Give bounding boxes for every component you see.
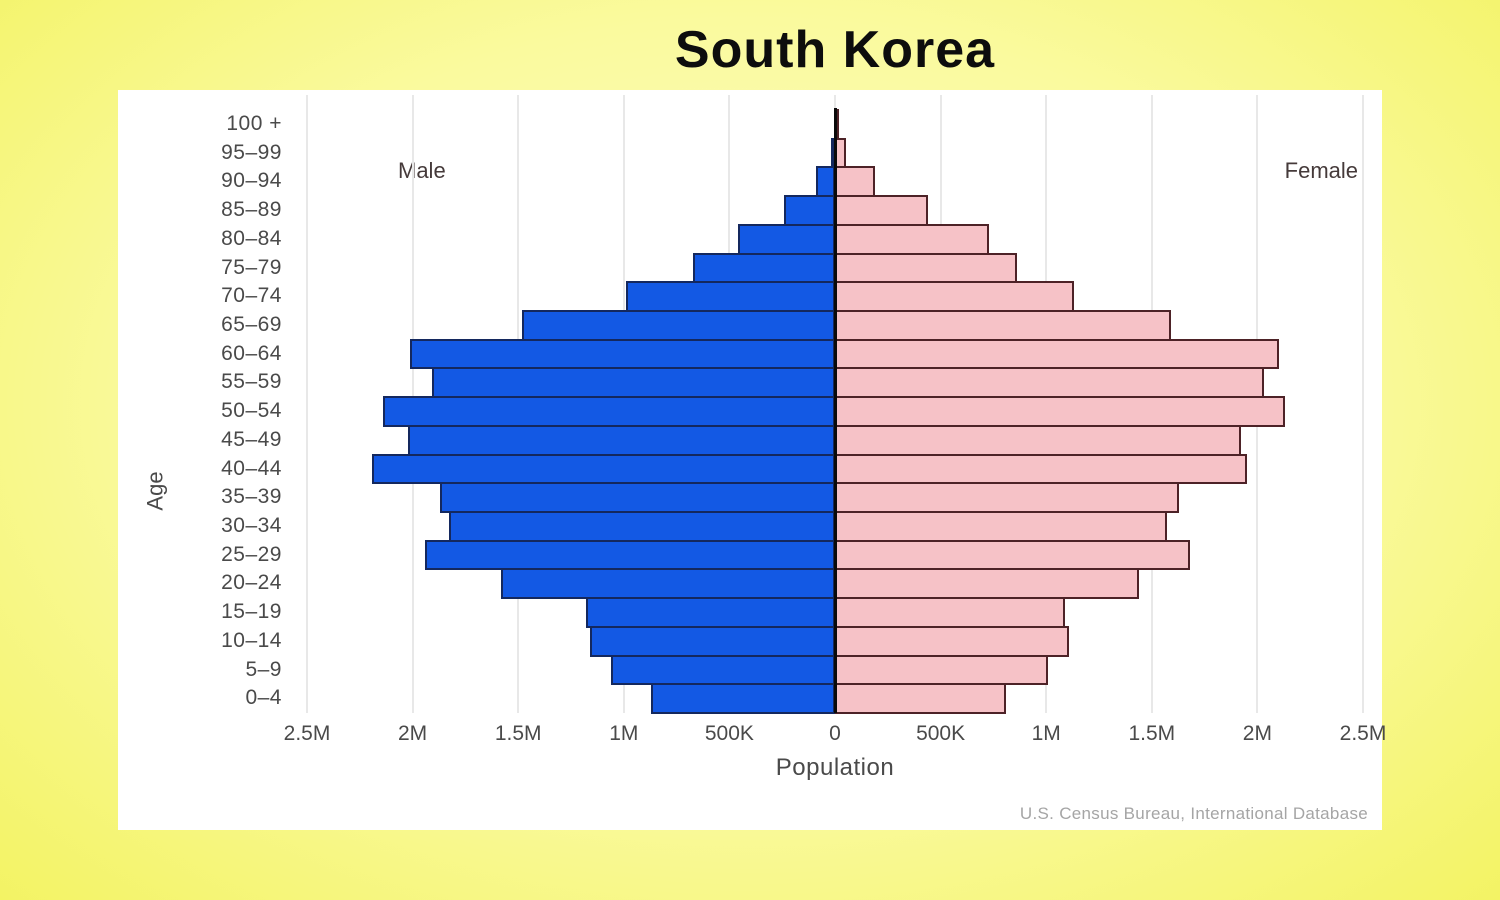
x-tick-label: 2M [1242,722,1272,745]
age-tick-label: 5–9 [245,657,282,681]
male-bar [425,539,835,571]
male-bar [590,625,835,657]
male-bar [448,511,835,542]
male-bar [625,281,835,312]
female-bar [835,654,1049,686]
x-tick-label: 0 [829,722,841,745]
male-bar [440,482,835,513]
female-bar [835,511,1167,542]
age-tick-label: 25–29 [221,542,282,566]
x-tick-label: 500K [704,722,754,745]
age-tick-label: 90–94 [221,169,282,193]
female-bar [835,625,1070,657]
x-tick-label: 1.5M [1128,722,1176,745]
age-tick-label: 50–54 [221,399,282,423]
female-bar [835,166,876,198]
x-tick-label: 1M [609,722,639,745]
male-bar [410,338,835,370]
male-bar [737,223,835,255]
age-tick-label: 80–84 [221,226,282,250]
male-bar [501,568,835,600]
female-bar [835,396,1285,427]
female-bar [835,568,1140,600]
male-bar [408,424,835,456]
male-bar [784,195,835,226]
source-credit: U.S. Census Bureau, International Databa… [1019,804,1368,823]
center-axis-line [833,108,837,713]
age-tick-label: 65–69 [221,313,282,336]
male-bar [522,310,835,341]
male-bar [611,654,835,686]
male-bar [815,166,835,198]
female-bar [835,683,1007,714]
female-bar [835,281,1074,312]
x-tick-label: 500K [916,722,966,745]
x-tick-label: 2.5M [283,722,331,745]
age-tick-label: 45–49 [221,427,282,451]
male-bar [693,252,835,284]
x-tick-label: 2.5M [1339,722,1387,745]
female-bar [835,310,1171,341]
male-bar [383,396,835,427]
female-bar [835,424,1241,456]
female-side-label: Female [1284,158,1358,183]
chart-title: South Korea [674,21,996,79]
female-bar [835,223,990,255]
gridline [1362,95,1364,713]
male-bar [372,453,835,485]
age-tick-label: 15–19 [221,600,282,624]
x-tick-label: 2M [398,722,428,745]
male-side-label: Male [398,158,446,183]
age-tick-label: 30–34 [221,514,282,537]
male-bar [431,367,835,399]
gridline [306,95,308,713]
age-tick-label: 0–4 [245,686,282,710]
x-tick-label: 1.5M [494,722,542,745]
age-tick-label: 20–24 [221,571,282,595]
x-axis-title: Population [775,754,895,781]
age-tick-label: 100 + [226,112,282,135]
female-bar [835,195,928,226]
age-tick-label: 95–99 [221,140,282,164]
age-tick-label: 40–44 [221,456,282,480]
female-bar [835,482,1180,513]
chart-panel: Age Male Female Population U.S. Census B… [118,90,1386,830]
age-tick-label: 55–59 [221,370,282,394]
age-tick-label: 70–74 [221,284,282,308]
x-tick-label: 1M [1031,722,1061,745]
age-tick-label: 35–39 [221,485,282,509]
female-bar [835,597,1066,628]
female-bar [835,252,1017,284]
age-tick-label: 10–14 [221,628,282,652]
age-tick-label: 60–64 [221,341,282,365]
female-bar [835,453,1247,485]
age-tick-label: 85–89 [221,198,282,222]
female-bar [835,137,846,169]
female-bar [835,367,1264,399]
female-bar [835,539,1190,571]
female-bar [835,338,1279,370]
male-bar [651,683,835,714]
age-tick-label: 75–79 [221,255,282,279]
male-bar [585,597,835,628]
